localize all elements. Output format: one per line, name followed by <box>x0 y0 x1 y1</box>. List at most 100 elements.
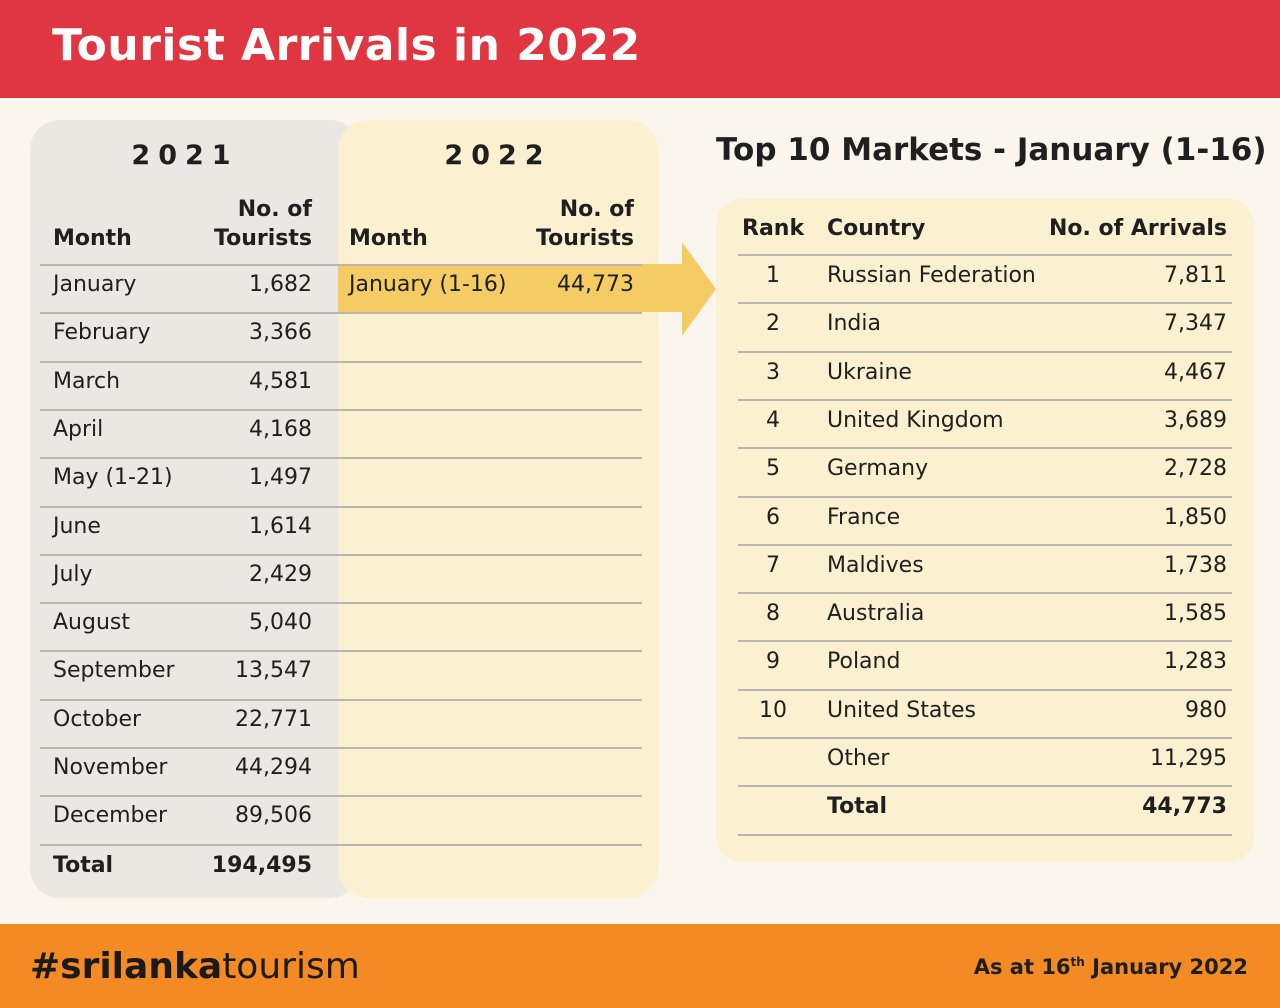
row-divider <box>40 408 338 411</box>
arrivals-cell: 2,728 <box>1164 456 1227 482</box>
row-divider <box>40 312 338 315</box>
row-divider <box>40 650 338 653</box>
hashtag-bold: #srilanka <box>30 946 223 987</box>
month-cell: November <box>53 755 168 780</box>
tourists-cell: 5,040 <box>249 610 312 636</box>
rank-cell: 8 <box>766 601 780 627</box>
row-divider <box>738 447 1232 450</box>
row-divider <box>738 785 1232 788</box>
row-divider <box>338 650 642 653</box>
row-divider <box>738 833 1232 836</box>
country-cell: Ukraine <box>827 359 912 385</box>
row-divider <box>738 543 1232 546</box>
country-cell: Maldives <box>827 552 924 578</box>
rank-cell: 3 <box>766 359 780 385</box>
row-divider <box>338 312 642 315</box>
row-divider <box>40 505 338 508</box>
col-tourists-2021: No. of Tourists <box>214 197 312 251</box>
footer-bar <box>0 924 1280 1008</box>
page-title: Tourist Arrivals in 2022 <box>52 20 641 71</box>
row-divider <box>738 688 1232 691</box>
tourists-cell: 1,497 <box>249 465 312 491</box>
month-cell: September <box>53 658 175 684</box>
row-divider <box>40 795 338 798</box>
total-label: Total <box>53 852 114 878</box>
row-divider <box>40 553 338 556</box>
row-divider <box>338 602 642 605</box>
row-divider <box>40 747 338 749</box>
row-divider <box>338 795 642 798</box>
tourists-cell: 22,771 <box>235 706 312 732</box>
row-divider <box>738 592 1232 595</box>
row-divider <box>738 640 1232 643</box>
hashtag-logo: #srilankatourism <box>30 946 360 987</box>
row-divider <box>338 698 642 701</box>
arrow-right-icon <box>640 242 716 336</box>
arrivals-cell: 980 <box>1185 697 1227 723</box>
col-tourists-2022: No. of Tourists <box>536 197 634 251</box>
country-cell: United States <box>827 697 976 723</box>
tourists-cell: 89,506 <box>235 803 312 829</box>
col-arrivals: No. of Arrivals <box>1049 216 1227 241</box>
arrivals-cell: 4,467 <box>1164 359 1227 385</box>
month-cell: June <box>53 513 101 539</box>
rank-cell: 9 <box>766 649 780 675</box>
tourists-cell: 44,773 <box>557 272 634 297</box>
row-divider <box>738 495 1232 498</box>
month-cell: March <box>53 368 121 394</box>
tourists-cell: 4,581 <box>249 368 312 394</box>
total-value: 44,773 <box>1142 794 1227 820</box>
month-cell: July <box>53 561 93 587</box>
row-divider <box>40 843 338 846</box>
tourists-cell: 13,547 <box>235 658 312 684</box>
row-divider <box>338 553 642 556</box>
row-divider <box>738 254 1232 256</box>
country-cell: Other <box>827 746 890 771</box>
country-cell: United Kingdom <box>827 407 1004 433</box>
country-cell: India <box>827 311 881 337</box>
row-divider <box>40 360 338 363</box>
row-divider <box>338 747 642 749</box>
year-2021-title: 2021 <box>131 140 239 171</box>
row-divider <box>40 698 338 701</box>
arrivals-cell: 11,295 <box>1150 746 1227 771</box>
year-2022-title: 2022 <box>444 140 552 171</box>
col-country: Country <box>827 216 926 241</box>
rank-cell: 4 <box>766 407 780 433</box>
arrivals-cell: 1,283 <box>1164 649 1227 675</box>
arrivals-cell: 1,850 <box>1164 504 1227 530</box>
row-divider <box>338 843 642 846</box>
month-cell: January (1-16) <box>349 272 507 297</box>
highlight-band <box>338 264 642 312</box>
col-month-2022: Month <box>349 226 428 251</box>
country-cell: Poland <box>827 649 901 675</box>
tourists-cell: 4,168 <box>249 416 312 442</box>
arrivals-cell: 1,738 <box>1164 552 1227 578</box>
row-divider <box>738 350 1232 353</box>
country-cell: Australia <box>827 601 925 627</box>
arrivals-cell: 1,585 <box>1164 601 1227 627</box>
rank-cell: 6 <box>766 504 780 530</box>
rank-cell: 5 <box>766 456 780 482</box>
arrivals-cell: 7,811 <box>1164 263 1227 288</box>
total-value: 194,495 <box>211 852 312 878</box>
month-cell: February <box>53 320 151 346</box>
markets-title: Top 10 Markets - January (1-16) <box>716 132 1267 168</box>
row-divider <box>738 398 1232 401</box>
total-label: Total <box>827 794 888 820</box>
country-cell: Russian Federation <box>827 263 1036 288</box>
row-divider <box>338 505 642 508</box>
arrivals-cell: 3,689 <box>1164 407 1227 433</box>
arrivals-cell: 7,347 <box>1164 311 1227 337</box>
hashtag-rest: tourism <box>222 946 360 987</box>
col-rank: Rank <box>742 216 805 241</box>
country-cell: Germany <box>827 456 929 482</box>
tourists-cell: 44,294 <box>235 755 312 780</box>
month-cell: October <box>53 706 142 732</box>
row-divider <box>40 264 338 266</box>
as-at-date: As at 16th January 2022 <box>973 955 1248 979</box>
row-divider <box>40 457 338 460</box>
row-divider <box>338 457 642 460</box>
month-cell: December <box>53 803 168 829</box>
row-divider <box>338 360 642 363</box>
